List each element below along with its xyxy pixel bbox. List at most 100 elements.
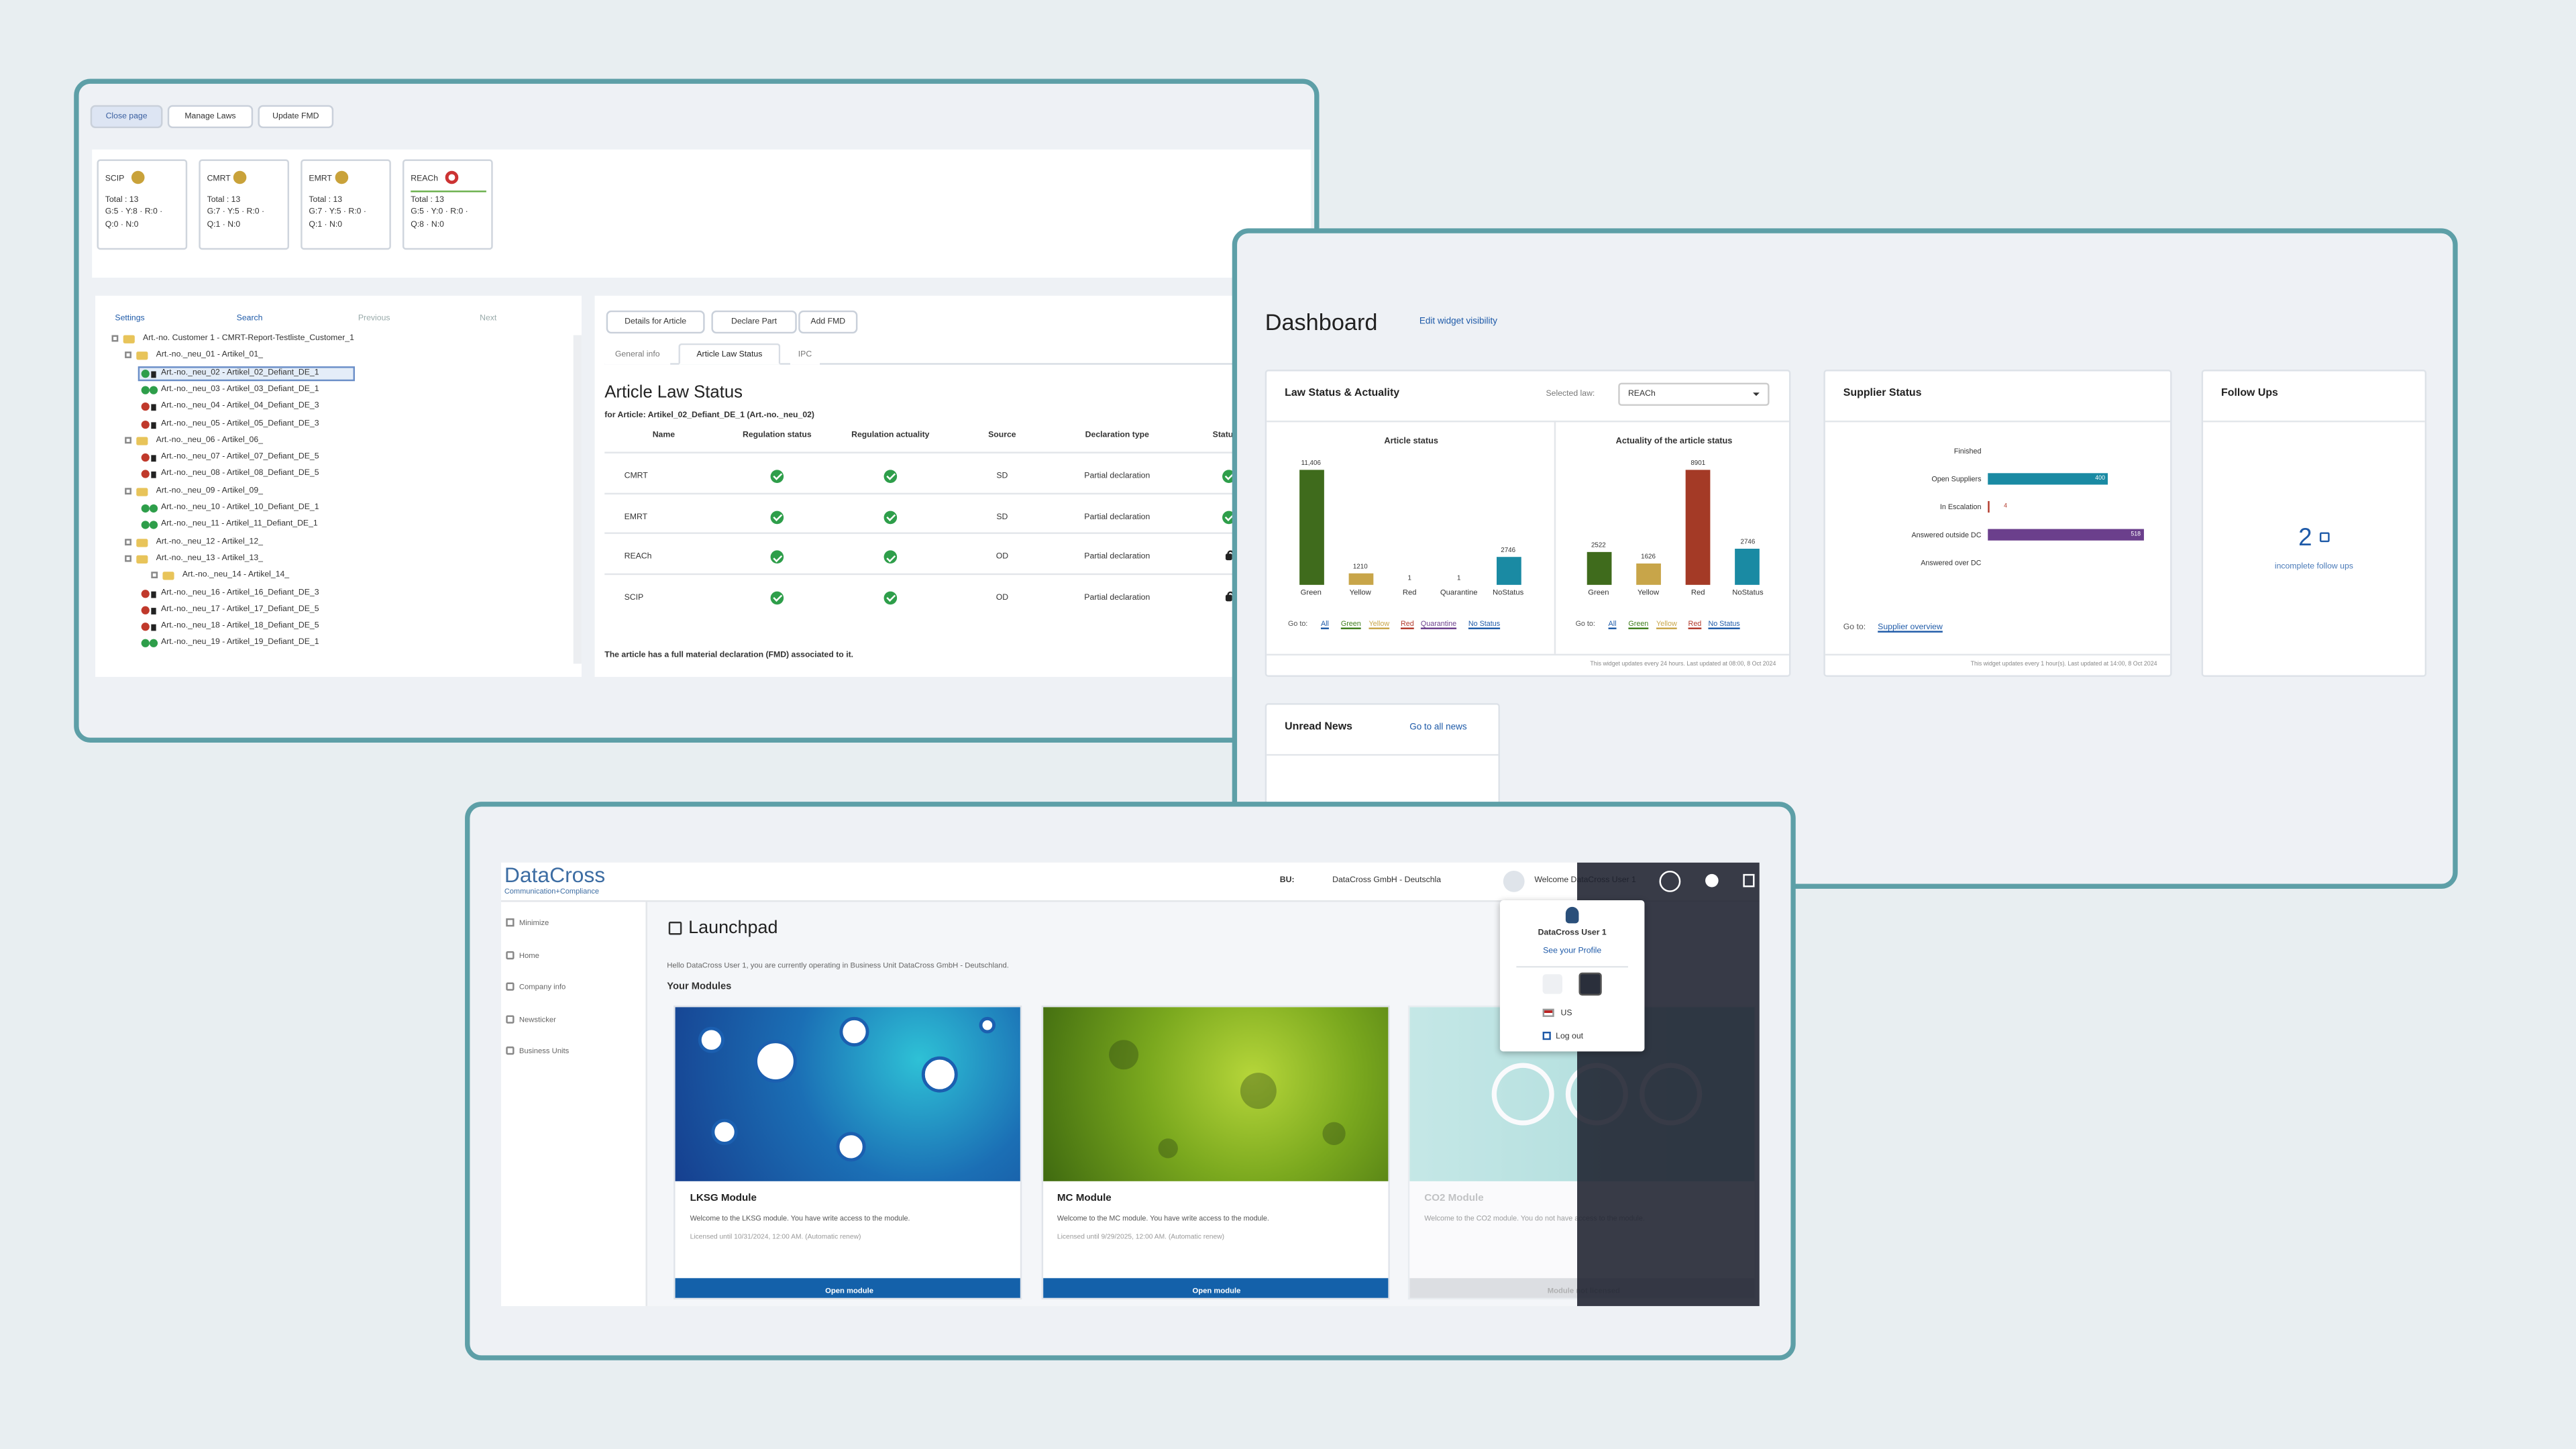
tree-item[interactable]: Art.-no._neu_06 - Artikel_06_	[156, 435, 263, 445]
action-button[interactable]: Add FMD	[798, 310, 858, 334]
logout-link[interactable]: Log out	[1556, 1031, 1584, 1042]
goto-link[interactable]: All	[1320, 619, 1329, 628]
row-decl: Partial declaration	[1084, 593, 1150, 604]
law-select[interactable]: REACh	[1618, 382, 1770, 406]
app-frame: DataCross Communication+Compliance BU: D…	[500, 862, 1760, 1306]
bar[interactable]	[1495, 557, 1521, 585]
logout-icon[interactable]	[1743, 873, 1755, 888]
status-icon	[141, 639, 150, 648]
top-button[interactable]: Update FMD	[258, 105, 334, 129]
tree-item[interactable]: Art.-no._neu_07 - Artikel_07_Defiant_DE_…	[161, 451, 319, 462]
tree-item[interactable]: Art.-no._neu_05 - Artikel_05_Defiant_DE_…	[161, 418, 319, 428]
light-toggle[interactable]	[1542, 974, 1562, 994]
goto-link[interactable]: Yellow	[1656, 619, 1677, 628]
module-button[interactable]: Open module	[1042, 1278, 1388, 1298]
supplier-bar[interactable]	[1988, 473, 2108, 485]
tree-toggle	[125, 487, 131, 494]
tree-item[interactable]: Art.-no._neu_03 - Artikel_03_Defiant_DE_…	[161, 384, 319, 394]
goto-link[interactable]: No Status	[1468, 619, 1501, 628]
tree-item[interactable]: Art.-no._neu_10 - Artikel_10_Defiant_DE_…	[161, 502, 319, 513]
tree-tool[interactable]: Settings	[115, 313, 145, 324]
bar[interactable]	[1586, 552, 1611, 585]
logo-sub: Communication+Compliance	[504, 887, 600, 896]
goto-link[interactable]: Yellow	[1368, 619, 1390, 628]
followup-count[interactable]: 2	[2298, 524, 2312, 552]
tree-item[interactable]: Art.-no._neu_18 - Artikel_18_Defiant_DE_…	[161, 621, 319, 631]
goto-link[interactable]: No Status	[1708, 619, 1740, 628]
action-button[interactable]: Details for Article	[606, 310, 705, 334]
locale[interactable]: US	[1560, 1008, 1572, 1019]
dark-toggle[interactable]	[1578, 972, 1602, 996]
bar[interactable]	[1685, 470, 1711, 585]
nav-item[interactable]: Home	[519, 950, 539, 959]
bell-icon[interactable]	[1659, 870, 1681, 892]
lock-icon	[151, 404, 156, 411]
row-line	[604, 573, 1315, 576]
tab[interactable]: Article Law Status	[678, 343, 781, 365]
module-button[interactable]: Open module	[675, 1278, 1020, 1298]
lock-icon	[1225, 591, 1234, 602]
edit-link[interactable]: Edit widget visibility	[1419, 317, 1497, 327]
goto-link[interactable]: All	[1608, 619, 1617, 628]
bar[interactable]	[1735, 549, 1760, 585]
detail-subtitle: for Article: Artikel_02_Defiant_DE_1 (Ar…	[604, 411, 815, 421]
supplier-bar[interactable]	[1988, 529, 2144, 541]
tree-item[interactable]: Art.-no._neu_12 - Artikel_12_	[156, 536, 263, 547]
bar[interactable]	[1635, 564, 1661, 585]
bar-label: 1210	[1352, 561, 1368, 570]
nav-item[interactable]: Newsticker	[519, 1014, 556, 1023]
module-desc: Welcome to the CO2 module. You do not ha…	[1424, 1214, 1645, 1223]
tree-item[interactable]: Art.-no._neu_13 - Artikel_13_	[156, 553, 263, 564]
goto-link[interactable]: Red	[1688, 619, 1702, 628]
nav-item[interactable]: Minimize	[519, 918, 549, 927]
tree-tool[interactable]: Previous	[358, 313, 390, 324]
nav-item[interactable]: Business Units	[519, 1046, 570, 1055]
tree-item[interactable]: Art.-no._neu_16 - Artikel_16_Defiant_DE_…	[161, 587, 319, 598]
action-button[interactable]: Declare Part	[711, 310, 797, 334]
status-icon	[1222, 470, 1236, 484]
folder-icon	[136, 555, 148, 564]
top-button[interactable]: Close page	[90, 105, 163, 129]
external-icon	[2319, 532, 2330, 543]
goto-link[interactable]: Green	[1340, 619, 1361, 628]
goto-link[interactable]: Quarantine	[1420, 619, 1457, 628]
category-label: Red	[1690, 588, 1705, 596]
tree-item[interactable]: Art.-no._neu_19 - Artikel_19_Defiant_DE_…	[161, 638, 319, 648]
info-icon[interactable]	[1705, 873, 1719, 888]
status-icon	[141, 419, 150, 428]
tab[interactable]: General info	[604, 343, 671, 365]
profile-link[interactable]: See your Profile	[1543, 946, 1602, 957]
avatar[interactable]	[1503, 870, 1525, 892]
nav-item[interactable]: Company info	[519, 982, 566, 991]
bu-select[interactable]: DataCross GmbH - Deutschla	[1332, 875, 1442, 886]
divider	[2203, 420, 2425, 423]
bar[interactable]	[1348, 572, 1373, 585]
law-line: Q:8 · N:0	[411, 220, 444, 230]
bar[interactable]	[1298, 470, 1324, 585]
goto-link[interactable]: Green	[1628, 619, 1649, 628]
tree-toggle	[125, 436, 131, 443]
tree-item[interactable]: Art.-no._neu_08 - Artikel_08_Defiant_DE_…	[161, 468, 319, 479]
news-link[interactable]: Go to all news	[1409, 722, 1467, 733]
tree-item[interactable]: Art.-no._neu_09 - Artikel_09_	[156, 486, 263, 496]
folder-icon	[136, 436, 148, 445]
image-icon	[1491, 1063, 1554, 1126]
tree-item[interactable]: Art.-no._neu_04 - Artikel_04_Defiant_DE_…	[161, 401, 319, 411]
supplier-link[interactable]: Supplier overview	[1878, 623, 1943, 633]
status-icon	[141, 521, 150, 530]
folder-icon	[123, 335, 135, 343]
tree-item[interactable]: Art.-no._neu_14 - Artikel_14_	[182, 570, 290, 580]
supplier-bar[interactable]	[1988, 500, 1990, 513]
tree-item[interactable]: Art.-no._neu_11 - Artikel_11_Defiant_DE_…	[161, 519, 318, 530]
tree-item[interactable]: Art.-no. Customer 1 - CMRT-Report-Testli…	[143, 333, 354, 343]
tab[interactable]: IPC	[790, 343, 820, 365]
goto-link[interactable]: Red	[1400, 619, 1414, 628]
tree-item[interactable]: Art.-no._neu_02 - Artikel_02_Defiant_DE_…	[161, 367, 319, 378]
tree-item[interactable]: Art.-no._neu_01 - Artikel_01_	[156, 350, 263, 361]
tree-tool[interactable]: Next	[480, 313, 497, 324]
top-button[interactable]: Manage Laws	[167, 105, 254, 129]
supplier-category: Answered over DC	[1921, 558, 1982, 567]
tree-item[interactable]: Art.-no._neu_17 - Artikel_17_Defiant_DE_…	[161, 604, 319, 614]
tree-tool[interactable]: Search	[236, 313, 263, 324]
